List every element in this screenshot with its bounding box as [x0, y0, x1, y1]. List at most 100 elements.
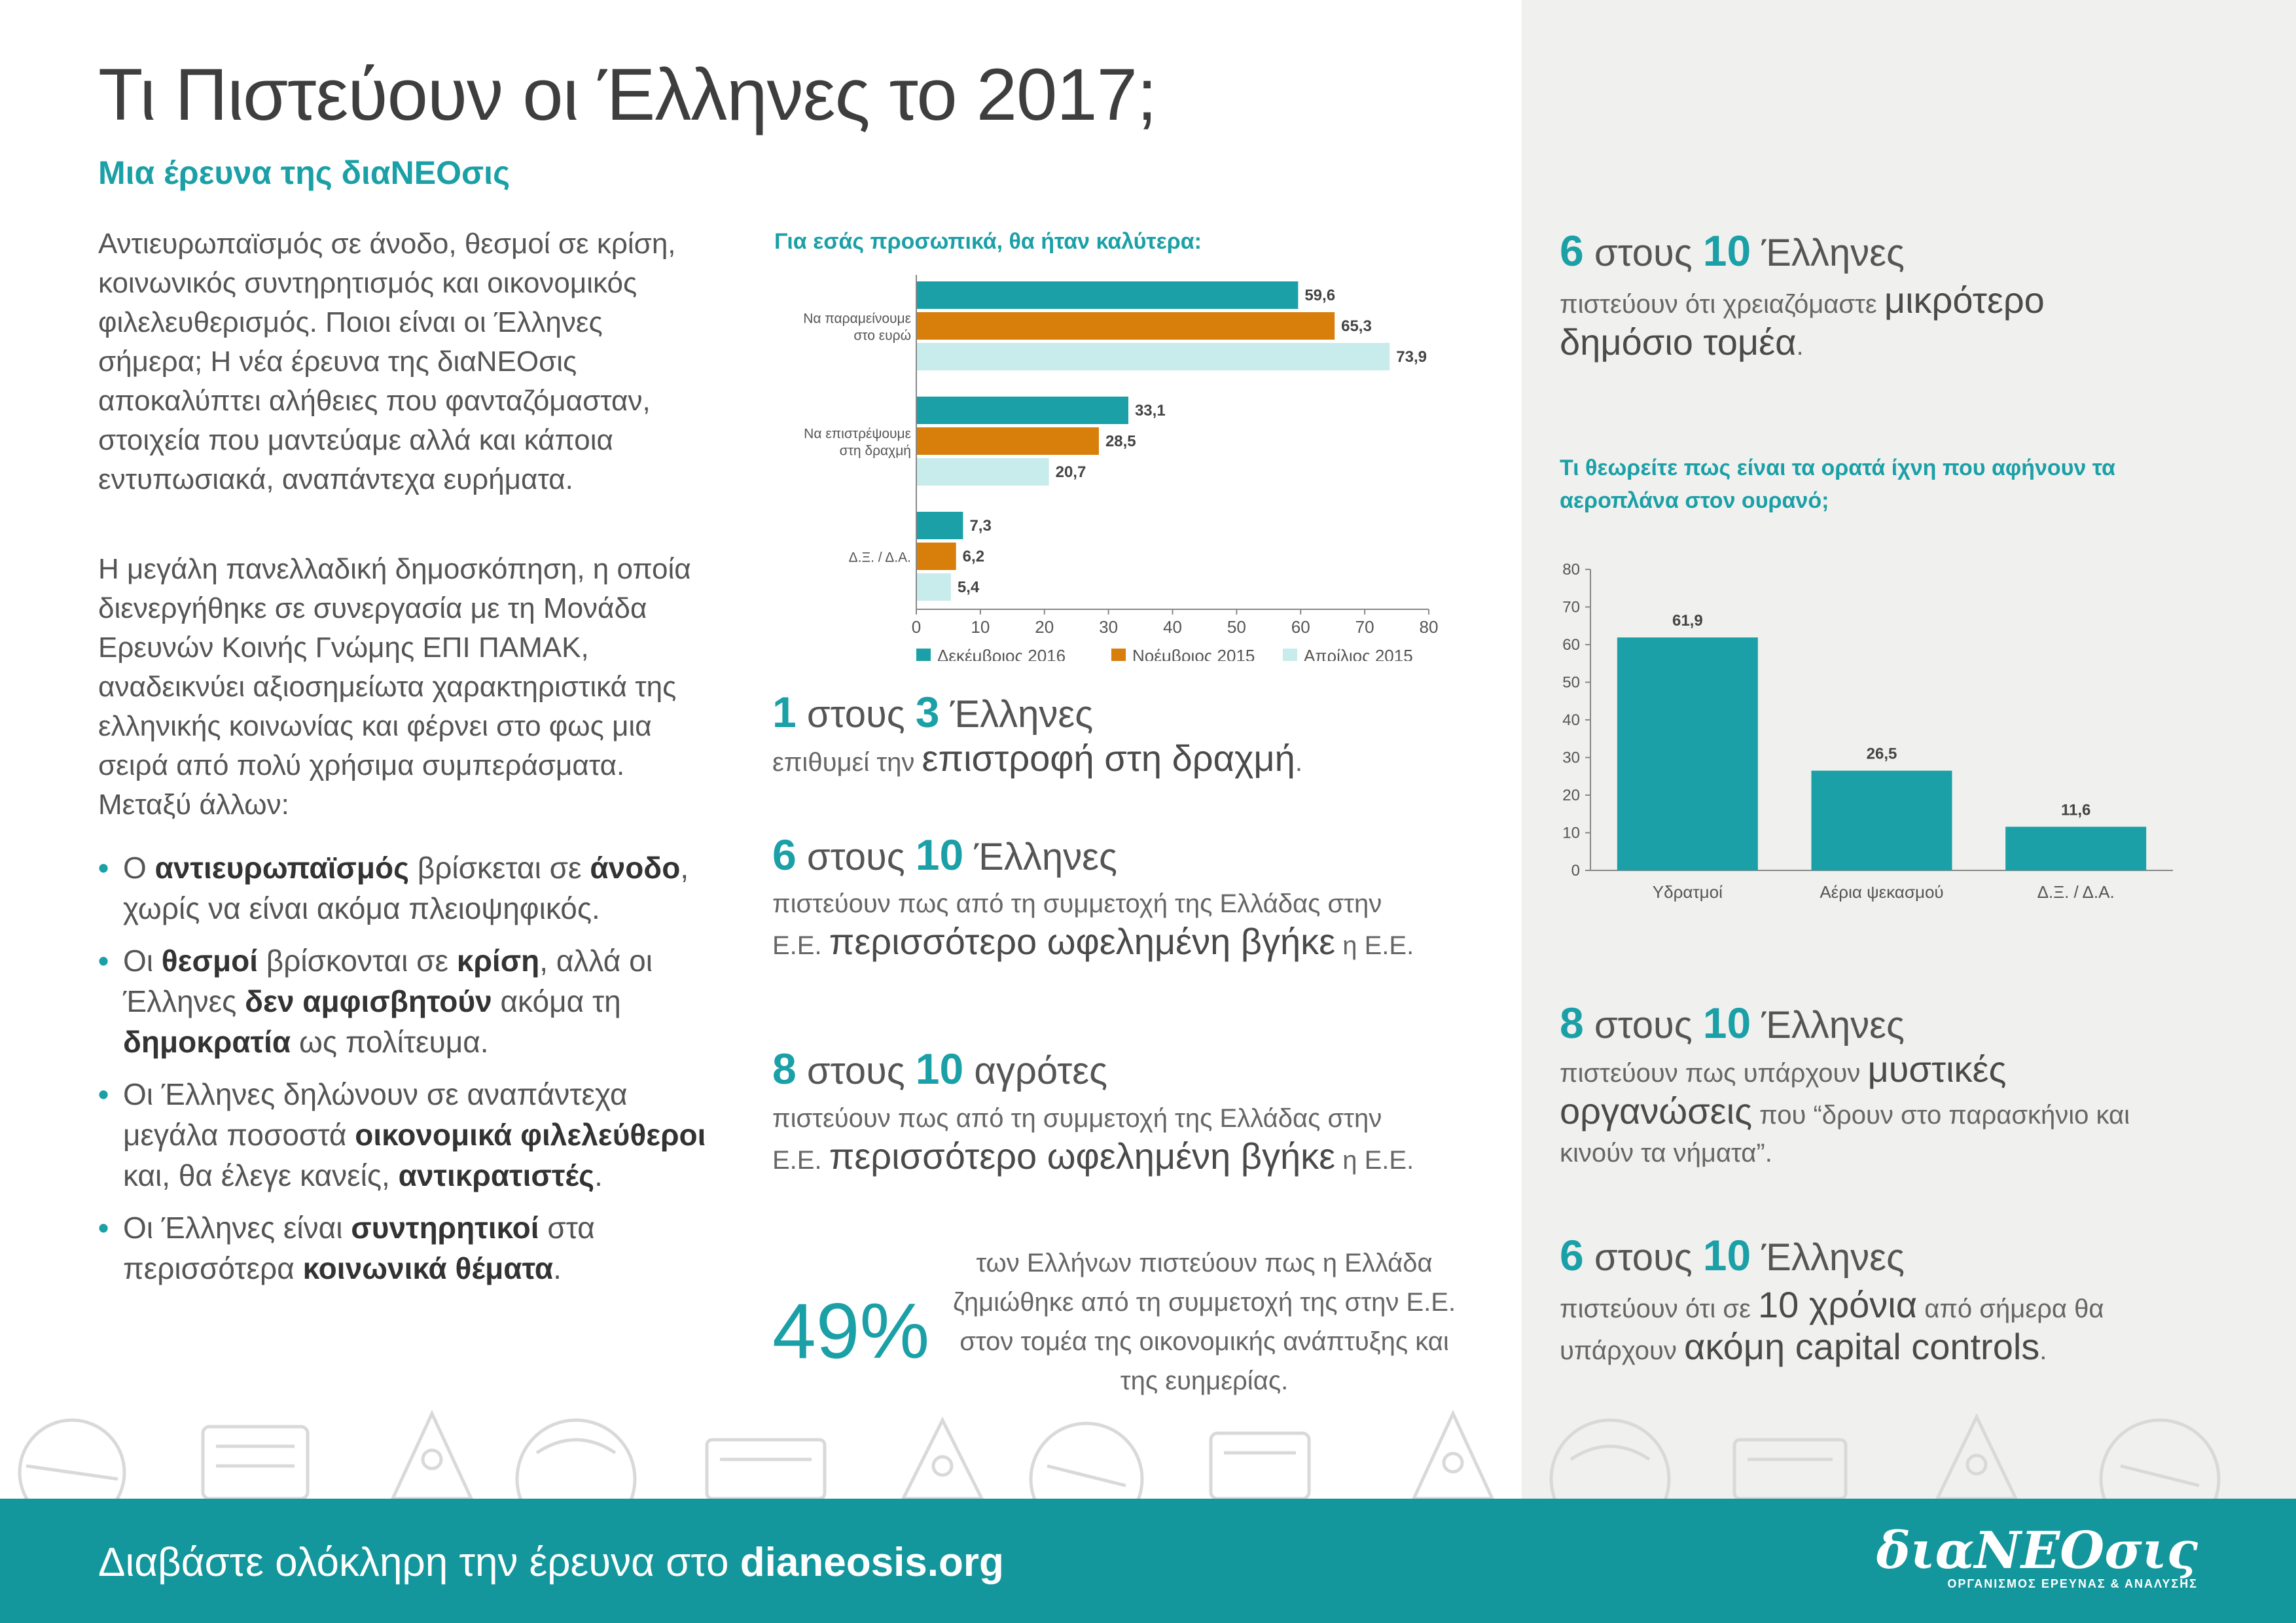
chart2-title: Τι θεωρείτε πως είναι τα ορατά ίχνη που … — [1560, 455, 2115, 513]
y-tick-label: 60 — [1562, 636, 1580, 654]
finding-text: ως πολίτευμα. — [291, 1025, 489, 1059]
x-tick-label: 70 — [1355, 617, 1374, 637]
x-tick-label: 40 — [1163, 617, 1182, 637]
data-label: 26,5 — [1867, 745, 1897, 763]
footer-link-text: Διαβάστε ολόκληρη την έρευνα στο dianeos… — [98, 1540, 1004, 1585]
y-category-label: στη δραχμή — [840, 444, 911, 459]
finding-emphasis: αντικρατιστές — [398, 1158, 595, 1192]
finding-emphasis: δημοκρατία — [123, 1025, 291, 1059]
finding-emphasis: κρίση — [456, 944, 540, 978]
finding-text: . — [594, 1158, 603, 1192]
finding-text: ακόμα τη — [492, 984, 621, 1018]
finding-text: , αλλά οι Έλληνες — [123, 944, 653, 1018]
finding-text: , χωρίς να είναι ακόμα πλειοψηφικός. — [123, 851, 689, 925]
bar — [1811, 770, 1952, 870]
y-tick-label: 30 — [1562, 749, 1580, 767]
finding-item: • Οι Έλληνες είναι συντηρητικοί στα περισ… — [98, 1207, 713, 1289]
bullet-marker: • — [98, 851, 109, 885]
intro-paragraph-2: Η μεγάλη πανελλαδική δημοσκόπηση, η οποί… — [98, 553, 691, 821]
x-tick-label: 20 — [1035, 617, 1054, 637]
finding-item: • Ο αντιευρωπαϊσμός βρίσκεται σε άνοδο, χ… — [98, 847, 713, 929]
stat1-headline: 1 στους 3 Έλληνες — [772, 688, 1094, 736]
finding-emphasis: θεσμοί — [161, 944, 258, 978]
y-category-label: Δ.Ξ. / Δ.Α. — [849, 550, 911, 565]
stat-49-percent: 49% — [772, 1287, 930, 1375]
finding-emphasis: οικονομικά φιλελεύθεροι — [355, 1118, 706, 1152]
y-tick-label: 50 — [1562, 674, 1580, 692]
stat3-headline: 8 στους 10 αγρότες — [772, 1044, 1108, 1093]
decorative-doodles — [18, 1410, 2221, 1499]
finding-emphasis: συντηρητικοί — [351, 1211, 539, 1245]
x-category-label: Δ.Ξ. / Δ.Α. — [2037, 882, 2115, 902]
stat2-text: πιστεύουν πως από τη συμμετοχή της Ελλάδ… — [772, 889, 1414, 962]
data-label: 59,6 — [1304, 287, 1335, 304]
x-category-label: Υδρατμοί — [1653, 882, 1723, 902]
bar — [916, 543, 956, 570]
data-label: 7,3 — [969, 517, 991, 535]
finding-item: • Οι Έλληνες δηλώνουν σε αναπάντεχα μεγάλ… — [98, 1074, 713, 1196]
page-title: Τι Πιστεύουν οι Έλληνες το 2017; — [98, 54, 1157, 135]
bar — [916, 427, 1099, 455]
x-tick-label: 50 — [1227, 617, 1246, 637]
stat-49-text: των Ελλήνων πιστεύουν πως η Ελλάδα ζημιώ… — [952, 1249, 1456, 1395]
logo-name: διαΝΕΟσις — [1876, 1521, 2198, 1580]
bar — [1617, 637, 1758, 870]
data-label: 11,6 — [2061, 801, 2090, 819]
finding-emphasis: αντιευρωπαϊσμός — [154, 851, 410, 885]
legend-label: Νοέμβριος 2015 — [1132, 646, 1255, 661]
y-tick-label: 70 — [1562, 599, 1580, 616]
stat5-headline: 8 στους 10 Έλληνες — [1560, 999, 1905, 1047]
page-subtitle: Μια έρευνα της διαΝΕΟσις — [98, 154, 511, 191]
data-label: 28,5 — [1105, 433, 1136, 450]
data-label: 33,1 — [1135, 402, 1166, 419]
data-label: 61,9 — [1672, 612, 1703, 630]
y-tick-label: 20 — [1562, 787, 1580, 804]
x-tick-label: 60 — [1291, 617, 1310, 637]
finding-text: βρίσκονται σε — [257, 944, 457, 978]
bar — [916, 573, 951, 601]
y-tick-label: 0 — [1571, 862, 1580, 880]
data-label: 20,7 — [1056, 463, 1086, 481]
bullet-marker: • — [98, 1211, 109, 1245]
finding-text: Οι Έλληνες δηλώνουν σε αναπάντεχα μεγάλα… — [123, 1077, 628, 1152]
legend-label: Απρίλιος 2015 — [1304, 646, 1413, 661]
y-category-label: Να επιστρέψουμε — [804, 427, 911, 442]
finding-text: βρίσκεται σε — [409, 851, 590, 885]
bar — [916, 312, 1335, 340]
stat6-headline: 6 στους 10 Έλληνες — [1560, 1231, 1905, 1279]
y-category-label: στο ευρώ — [853, 329, 911, 344]
finding-text: . — [553, 1251, 562, 1285]
finding-text: στα περισσότερα — [123, 1211, 595, 1285]
y-tick-label: 40 — [1562, 711, 1580, 729]
finding-text: Ο — [123, 851, 155, 885]
x-category-label: Αέρια ψεκασμού — [1820, 882, 1943, 902]
finding-text: και, θα έλεγε κανείς, — [123, 1158, 399, 1192]
bar — [916, 397, 1128, 424]
bar — [2005, 827, 2147, 870]
stat5-text: πιστεύουν πως υπάρχουν μυστικές οργανώσε… — [1560, 1048, 2130, 1168]
x-tick-label: 0 — [912, 617, 921, 637]
legend-swatch — [916, 649, 931, 661]
data-label: 5,4 — [958, 579, 980, 596]
data-label: 65,3 — [1341, 317, 1372, 335]
finding-emphasis: δεν αμφισβητούν — [245, 984, 492, 1018]
bar — [916, 343, 1390, 370]
dianeosis-logo: διαΝΕΟσις ΟΡΓΑΝΙΣΜΟΣ ΕΡΕΥΝΑΣ & ΑΝΑΛΥΣΗΣ — [1876, 1525, 2198, 1591]
bullet-marker: • — [98, 944, 109, 978]
stat4-text: πιστεύουν ότι χρειαζόμαστε μικρότερο δημ… — [1560, 279, 2045, 363]
y-tick-label: 10 — [1562, 825, 1580, 842]
x-tick-label: 80 — [1420, 617, 1439, 637]
finding-item: • Οι θεσμοί βρίσκονται σε κρίση, αλλά οι … — [98, 940, 713, 1062]
footer-link[interactable]: dianeosis.org — [740, 1540, 1004, 1585]
stat1-text: επιθυμεί την επιστροφή στη δραχμή. — [772, 738, 1302, 779]
y-tick-label: 80 — [1562, 561, 1580, 579]
stat6-text: πιστεύουν ότι σε 10 χρόνια από σήμερα θα… — [1560, 1284, 2104, 1367]
stat4-headline: 6 στους 10 Έλληνες — [1560, 226, 1905, 275]
chart1-horizontal-bar-chart: Να παραμείνουμε στο ευρώ 59,6 65,3 73,9 Να επ… — [803, 275, 1439, 661]
chart2-bar-chart: 0 10 20 30 40 50 60 70 80 61,9 Υδρατμοί 26,5 Αέρια ψ… — [1562, 561, 2173, 902]
intro-paragraph-1: Αντιευρωπαϊσμός σε άνοδο, θεσμοί σε κρίσ… — [98, 228, 676, 495]
x-tick-label: 30 — [1099, 617, 1118, 637]
legend-label: Δεκέμβριος 2016 — [937, 646, 1066, 661]
stat2-headline: 6 στους 10 Έλληνες — [772, 830, 1117, 879]
finding-emphasis: κοινωνικά θέματα — [302, 1251, 554, 1285]
